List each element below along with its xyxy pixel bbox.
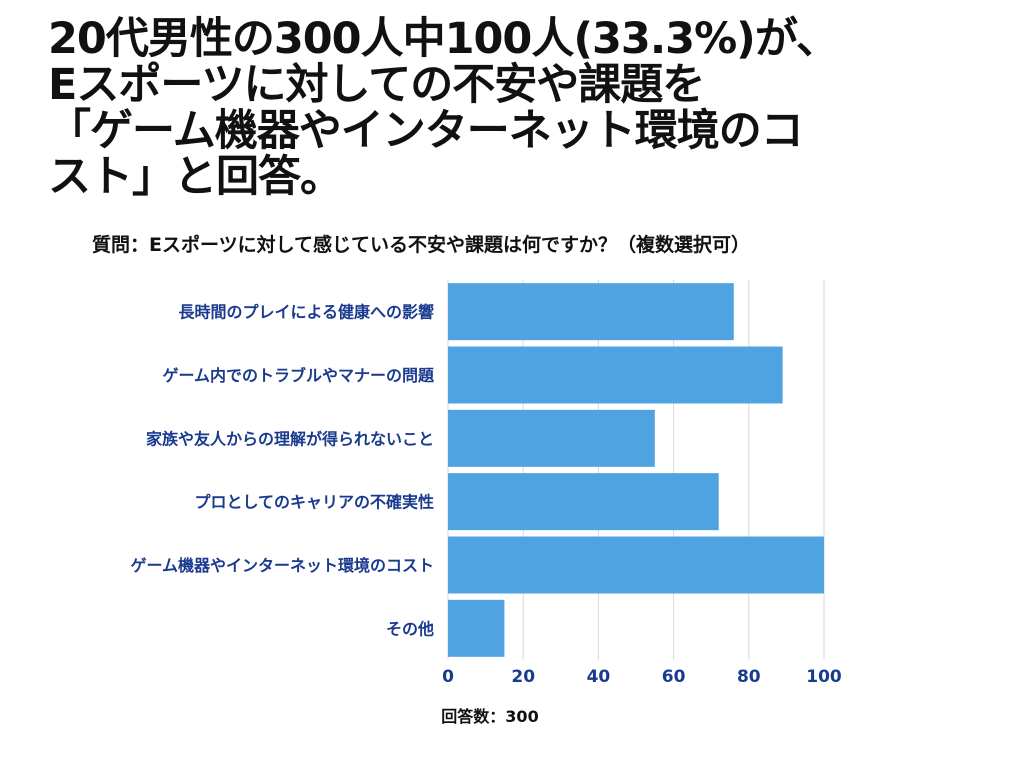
x-tick-label-1: 20 (511, 667, 535, 687)
x-tick-label-4: 80 (737, 667, 761, 687)
category-label-1: 長時間のプレイによる健康への影響 (178, 303, 434, 322)
bar-1 (448, 283, 734, 341)
headline-line-2: Eスポーツに対しての不安や課題を (48, 60, 705, 110)
bar-2 (448, 346, 783, 404)
headline: 20代男性の300人中100人(33.3%)が、 Eスポーツに対しての不安や課題… (48, 16, 1008, 200)
x-tick-label-2: 40 (587, 667, 611, 687)
bar-3 (448, 409, 655, 467)
category-label-2: ゲーム内でのトラブルやマナーの問題 (162, 366, 435, 385)
category-label-5: ゲーム機器やインターネット環境のコスト (130, 556, 434, 575)
chart-title: 質問：Eスポーツに対して感じている不安や課題は何ですか？（複数選択可） (92, 234, 751, 256)
bar-5 (448, 536, 824, 594)
bar-6 (448, 599, 505, 657)
x-tick-label-3: 60 (662, 667, 686, 687)
category-label-3: 家族や友人からの理解が得られないこと (146, 429, 434, 448)
headline-line-1: 20代男性の300人中100人(33.3%)が、 (48, 14, 839, 64)
headline-line-3: 「ゲーム機器やインターネット環境のコ (48, 106, 804, 156)
x-tick-label-5: 100 (806, 667, 842, 687)
category-label-4: プロとしてのキャリアの不確実性 (194, 493, 434, 512)
bar-4 (448, 473, 719, 531)
headline-line-4: スト」と回答。 (48, 152, 343, 202)
x-axis-label: 回答数：300 (441, 707, 538, 726)
category-label-6: その他 (386, 619, 434, 638)
x-tick-label-0: 0 (442, 667, 454, 687)
bar-chart: 長時間のプレイによる健康への影響ゲーム内でのトラブルやマナーの問題家族や友人から… (130, 280, 842, 726)
